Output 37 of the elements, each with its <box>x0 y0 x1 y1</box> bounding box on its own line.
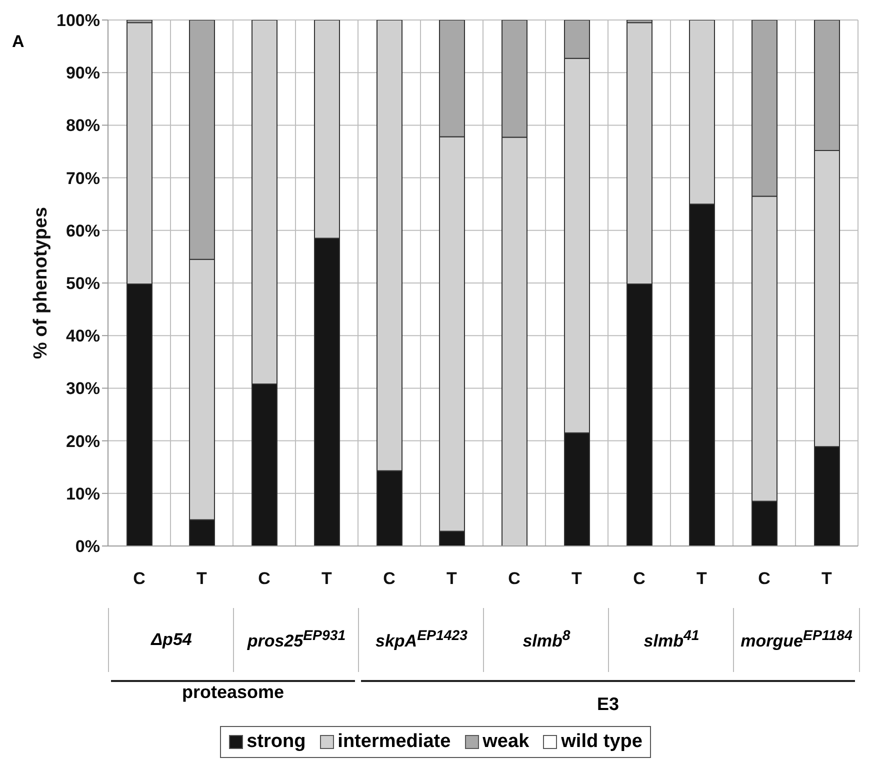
y-tick-label: 90% <box>66 64 100 83</box>
y-tick-label: 60% <box>66 221 100 240</box>
text: pros25$^{EP931}$ <box>247 628 346 652</box>
y-tick-label: 70% <box>66 168 100 188</box>
x-tick-label: T <box>446 569 458 588</box>
x-tick-label: C <box>633 569 646 588</box>
x-tick-label: T <box>322 569 333 588</box>
y-tick-label: 0% <box>75 537 100 556</box>
x-tick-label: T <box>196 569 208 588</box>
x-tick-label: C <box>258 569 270 588</box>
y-tick-label: 10% <box>66 484 100 504</box>
y-tick-label: 50% <box>66 274 100 294</box>
x-tick-label: C <box>758 569 770 588</box>
legend-label: weak <box>482 731 530 753</box>
y-axis-title: % of phenotypes <box>30 206 52 360</box>
x-tick-label: T <box>822 569 833 588</box>
y-tick-label: 40% <box>66 326 100 346</box>
x-tick-label: T <box>572 569 583 588</box>
text: A <box>12 32 24 52</box>
legend-label: wild type <box>560 731 642 753</box>
text: slmb$^{8}$ <box>522 628 570 652</box>
text: slmb$^{41}$ <box>644 628 700 652</box>
y-tick-label: 100% <box>56 11 100 30</box>
x-tick-label: C <box>508 569 520 588</box>
text: E3 <box>596 694 620 714</box>
legend-label: strong <box>246 731 306 753</box>
x-tick-label: C <box>383 569 396 588</box>
text: skpA$^{EP1423}$ <box>376 628 468 652</box>
text: proteasome <box>182 682 284 702</box>
text: Δp54 <box>151 630 192 650</box>
y-tick-label: 20% <box>66 432 100 451</box>
y-tick-label: 80% <box>66 116 100 136</box>
x-tick-label: T <box>696 569 708 588</box>
legend-label: intermediate <box>336 731 451 753</box>
y-tick-label: 30% <box>66 379 100 398</box>
x-tick-label: C <box>133 569 146 588</box>
text: morgue$^{EP1184}$ <box>740 628 852 652</box>
